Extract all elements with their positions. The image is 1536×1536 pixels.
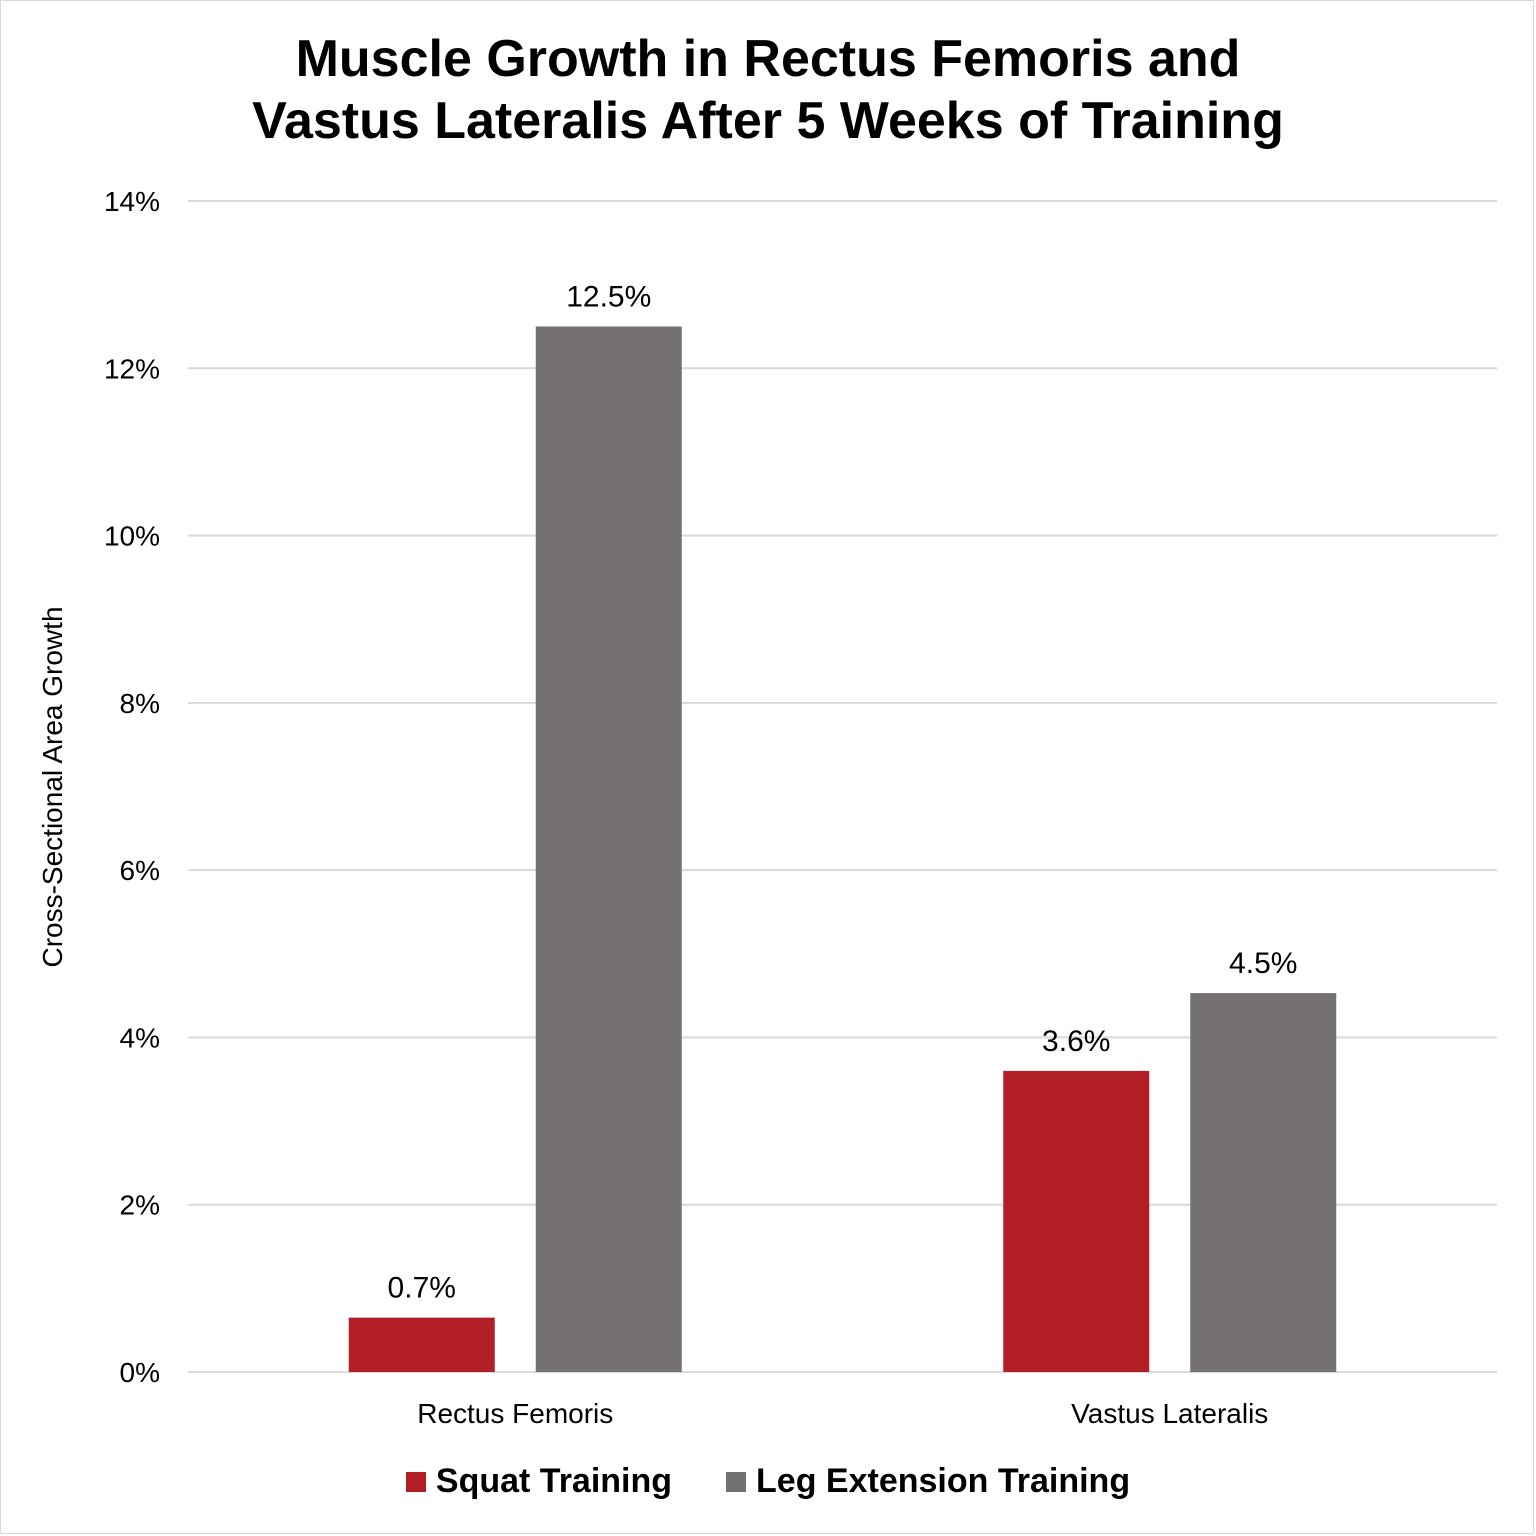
bar: [348, 1317, 495, 1372]
bars: [348, 326, 1337, 1372]
bar: [535, 326, 682, 1372]
y-tick-label: 8%: [120, 688, 160, 719]
legend-item: Leg Extension Training: [726, 1462, 1130, 1501]
y-tick-label: 2%: [120, 1190, 160, 1221]
y-tick-label: 0%: [120, 1357, 160, 1388]
bar: [1003, 1070, 1150, 1372]
bar: [1190, 993, 1337, 1372]
legend-item: Squat Training: [405, 1462, 673, 1501]
legend: Squat Training Leg Extension Training: [0, 1462, 1536, 1501]
legend-label: Leg Extension Training: [756, 1462, 1131, 1500]
x-category-label: Vastus Lateralis: [1071, 1398, 1268, 1429]
y-tick-label: 6%: [120, 855, 160, 886]
chart-title-line-1: Muscle Growth in Rectus Femoris and: [295, 30, 1241, 88]
y-tick-label: 14%: [104, 186, 160, 217]
legend-swatch: [405, 1471, 426, 1492]
x-axis-categories: Rectus Femoris Vastus Lateralis: [417, 1398, 1268, 1429]
data-labels: 0.7% 12.5% 3.6% 4.5%: [388, 280, 1298, 1304]
legend-label: Squat Training: [435, 1462, 673, 1500]
y-tick-label: 10%: [104, 521, 160, 552]
x-category-label: Rectus Femoris: [417, 1398, 613, 1429]
y-tick-label: 4%: [120, 1022, 160, 1053]
data-label: 3.6%: [1042, 1025, 1110, 1058]
y-axis-ticks: 0% 2% 4% 6% 8% 10% 12% 14%: [104, 186, 160, 1388]
y-axis-label: Cross-Sectional Area Growth: [37, 606, 68, 967]
chart-title: Muscle Growth in Rectus Femoris and Vast…: [0, 28, 1536, 152]
data-label: 12.5%: [566, 280, 651, 313]
chart-title-line-2: Vastus Lateralis After 5 Weeks of Traini…: [252, 92, 1284, 150]
data-label: 0.7%: [388, 1272, 456, 1305]
legend-swatch: [726, 1471, 747, 1492]
data-label: 4.5%: [1229, 947, 1297, 980]
y-tick-label: 12%: [104, 353, 160, 384]
